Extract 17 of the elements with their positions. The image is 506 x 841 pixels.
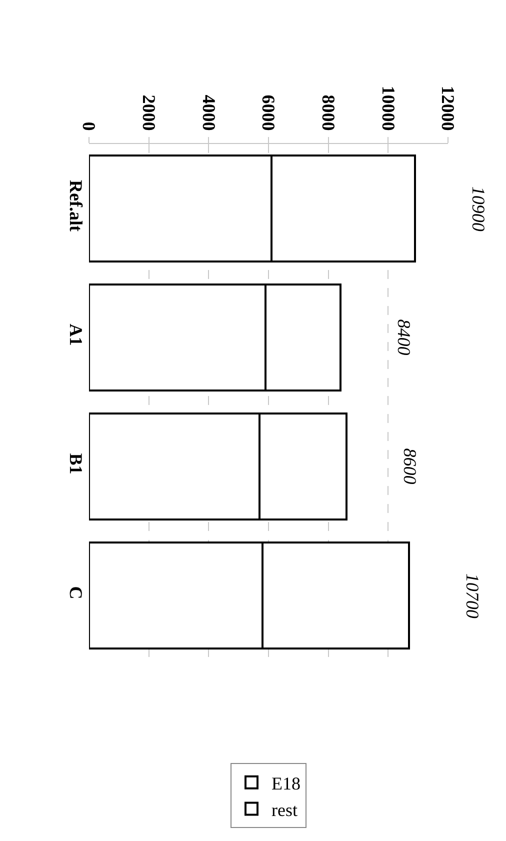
y-tick-label: A1 bbox=[66, 324, 86, 346]
x-tick-label: 0 bbox=[79, 122, 100, 131]
x-tick-label: 2000 bbox=[138, 94, 159, 131]
x-tick-label: 4000 bbox=[198, 94, 219, 131]
legend-label: E18 bbox=[272, 773, 300, 794]
x-tick-label: 8000 bbox=[318, 94, 338, 131]
x-tick-label: 12000 bbox=[438, 86, 458, 131]
total-label: 8600 bbox=[400, 448, 420, 484]
legend-label: rest bbox=[272, 800, 298, 820]
y-tick-label: B1 bbox=[66, 453, 86, 474]
x-tick-label: 10000 bbox=[378, 86, 398, 131]
y-tick-label: C bbox=[66, 586, 86, 600]
x-tick-label: 6000 bbox=[258, 94, 279, 131]
total-label: 10900 bbox=[468, 186, 489, 232]
y-tick-label: Ref.alt bbox=[66, 180, 86, 232]
total-label: 10700 bbox=[462, 573, 483, 618]
total-label: 8400 bbox=[394, 319, 414, 356]
